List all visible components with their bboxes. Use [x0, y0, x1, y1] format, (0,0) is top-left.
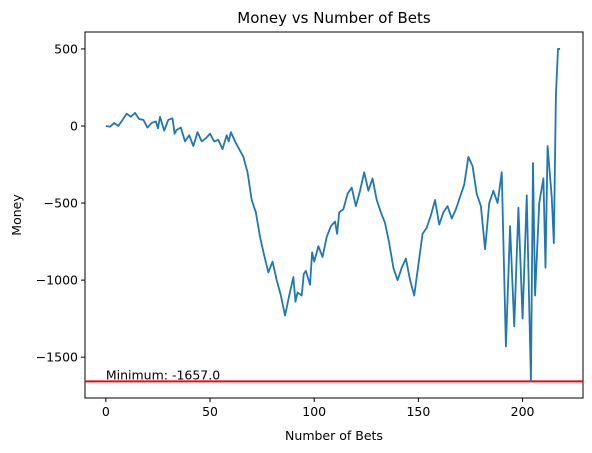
y-tick-label: 500: [54, 41, 78, 56]
y-tick-label: −1500: [36, 350, 78, 365]
minimum-annotation: Minimum: -1657.0: [106, 367, 220, 382]
x-tick-label: 200: [511, 404, 535, 419]
plot-frame: [84, 31, 584, 399]
chart-title: Money vs Number of Bets: [237, 9, 431, 27]
y-tick-label: 0: [70, 119, 78, 134]
x-tick-label: 100: [302, 404, 326, 419]
x-axis-label: Number of Bets: [285, 428, 383, 443]
y-axis: 500 0 −500 −1000 −1500: [36, 41, 85, 365]
y-tick-label: −1000: [36, 273, 78, 288]
x-axis: 0 50 100 150 200: [102, 398, 535, 419]
plot-area: Minimum: -1657.0: [84, 31, 584, 399]
x-tick-label: 50: [202, 404, 218, 419]
y-tick-label: −500: [44, 196, 78, 211]
x-tick-label: 0: [102, 404, 110, 419]
x-tick-label: 150: [406, 404, 430, 419]
series-line: [105, 48, 561, 383]
y-axis-label: Money: [9, 194, 24, 236]
